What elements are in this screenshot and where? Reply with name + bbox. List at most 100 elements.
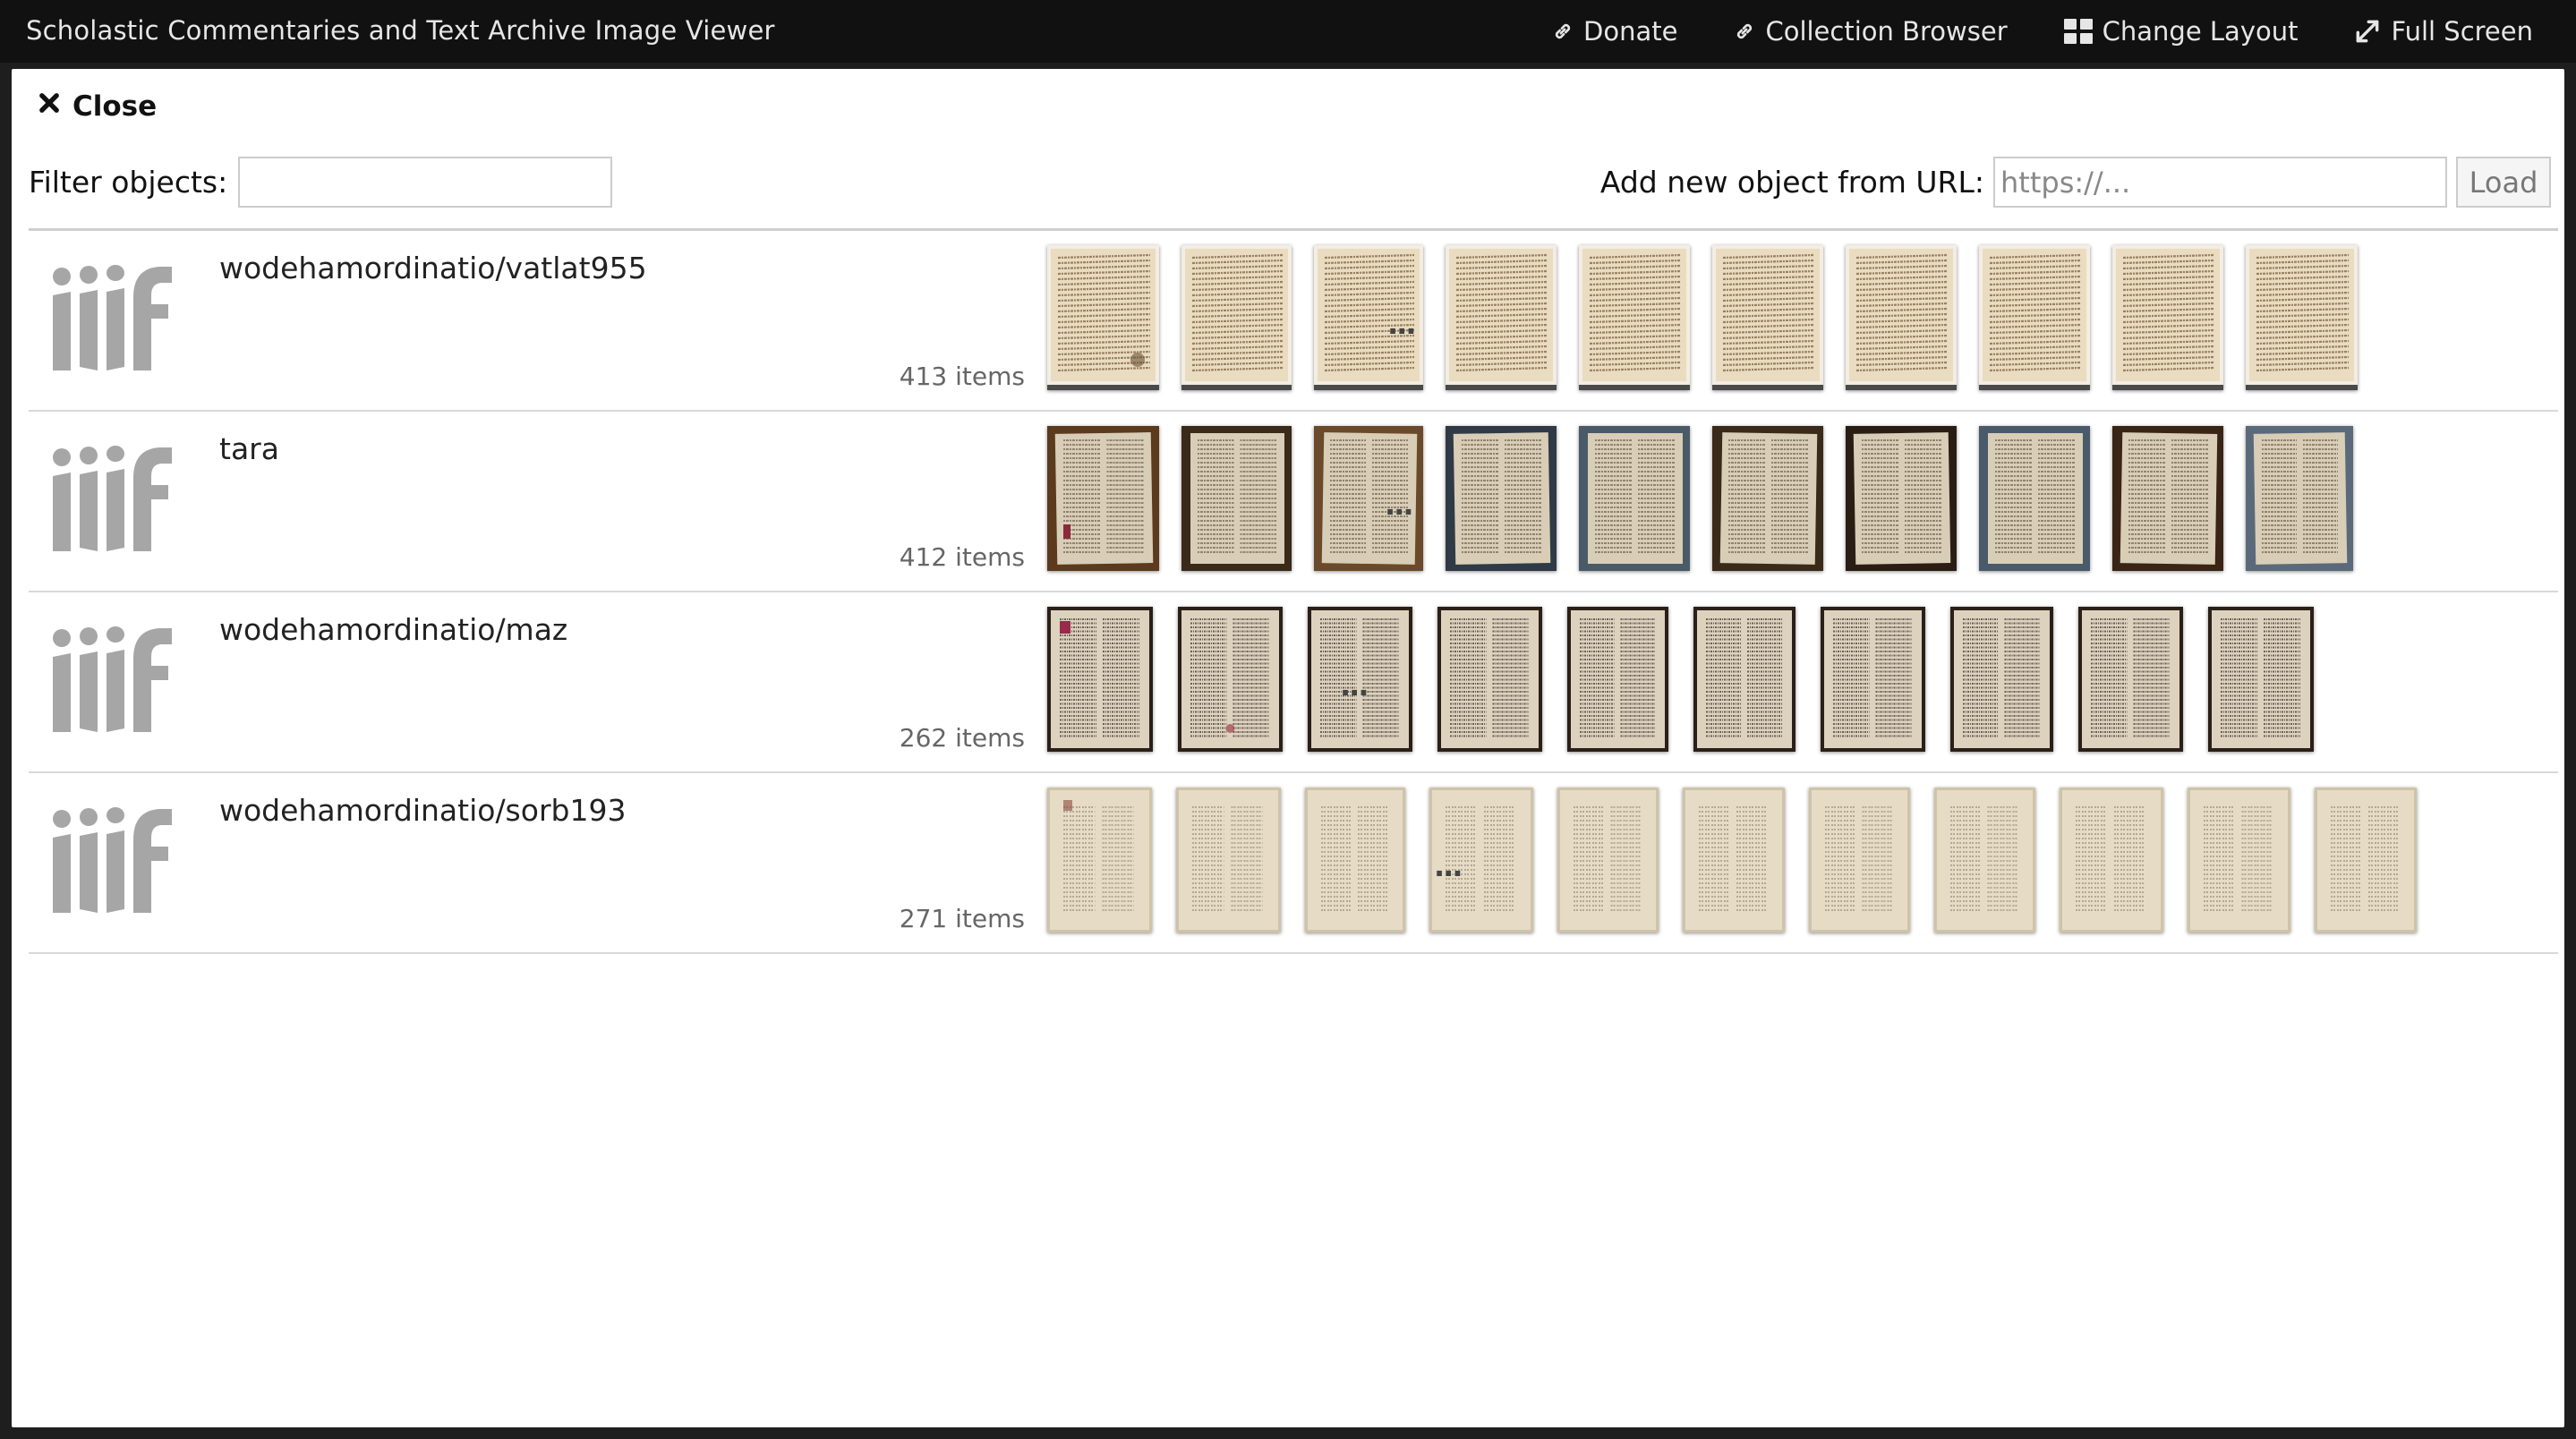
object-name[interactable]: wodehamordinatio/vatlat955 [219,251,647,285]
donate-label: Donate [1583,16,1678,47]
item-count: 413 items [899,362,1025,391]
manuscript-page-image [2112,245,2223,390]
change-layout-button[interactable]: Change Layout [2063,16,2299,47]
object-row[interactable]: wodehamordinatio/sorb193 271 items... [29,773,2558,954]
manuscript-page-image [1314,245,1423,390]
manuscript-page-image [1712,426,1823,571]
page-thumbnail[interactable] [2112,245,2223,390]
manuscript-page-image [1176,788,1281,932]
page-thumbnail[interactable] [2188,788,2290,932]
manuscript-page-image [1979,245,2090,390]
page-thumbnail[interactable] [2315,788,2417,932]
manuscript-page-image [1979,426,2090,571]
page-thumbnail[interactable] [1181,426,1292,571]
page-thumbnail[interactable] [1809,788,1910,932]
page-thumbnail[interactable] [1846,426,1957,571]
page-thumbnail[interactable] [2078,607,2183,752]
expand-icon [2353,17,2382,46]
manuscript-page-image [1047,788,1152,932]
manuscript-page-image [1821,607,1925,752]
manuscript-page-image [1712,245,1823,390]
close-button[interactable]: Close [37,90,157,123]
page-thumbnail[interactable] [2246,245,2358,390]
object-row[interactable]: wodehamordinatio/maz 262 items... [29,592,2558,773]
top-bar: Scholastic Commentaries and Text Archive… [0,0,2576,63]
manuscript-page-image [2246,245,2358,390]
donate-link[interactable]: Donate [1551,16,1677,47]
page-thumbnail[interactable] [1712,426,1823,571]
page-thumbnail[interactable] [1176,788,1281,932]
close-icon [37,90,62,123]
manuscript-page-image [2188,788,2290,932]
iiif-logo-icon [53,807,172,913]
object-row[interactable]: wodehamordinatio/vatlat955 413 items... [29,231,2558,412]
manuscript-page-image [1047,426,1159,571]
manuscript-page-image [2208,607,2314,752]
manuscript-page-image [2315,788,2417,932]
load-button[interactable]: Load [2456,157,2551,208]
manuscript-page-image [2060,788,2163,932]
page-thumbnail[interactable] [1305,788,1405,932]
filter-input[interactable] [238,157,613,208]
page-thumbnail[interactable] [1579,426,1690,571]
app-title: Scholastic Commentaries and Text Archive… [26,15,775,46]
page-thumbnail[interactable] [1446,426,1557,571]
thumbnail-strip [1047,245,2358,390]
page-thumbnail[interactable] [1934,788,2035,932]
page-thumbnail[interactable] [1437,607,1542,752]
page-thumbnail[interactable] [1683,788,1785,932]
close-label: Close [73,90,158,123]
filter-label: Filter objects: [29,165,228,200]
manuscript-page-image [1579,426,1690,571]
manuscript-page-image [1567,607,1668,752]
page-thumbnail[interactable] [1950,607,2053,752]
object-name[interactable]: wodehamordinatio/sorb193 [219,793,627,828]
object-name[interactable]: tara [219,431,279,466]
page-thumbnail[interactable] [1314,245,1423,390]
page-thumbnail[interactable] [1429,788,1533,932]
add-url-row: Add new object from URL: Load [1600,157,2551,208]
change-layout-label: Change Layout [2102,16,2299,47]
page-thumbnail[interactable] [1047,245,1159,390]
page-thumbnail[interactable] [1314,426,1423,571]
object-name[interactable]: wodehamordinatio/maz [219,612,568,647]
page-thumbnail[interactable] [1047,426,1159,571]
page-thumbnail[interactable] [1178,607,1283,752]
more-thumbnails-button[interactable]: ... [1385,488,1414,522]
page-thumbnail[interactable] [2208,607,2314,752]
page-thumbnail[interactable] [1181,245,1292,390]
manuscript-page-image [2078,607,2183,752]
object-row[interactable]: tara 412 items... [29,412,2558,592]
page-thumbnail[interactable] [1579,245,1690,390]
collection-browser-link[interactable]: Collection Browser [1733,16,2008,47]
page-thumbnail[interactable] [1846,245,1957,390]
full-screen-button[interactable]: Full Screen [2353,16,2533,47]
page-thumbnail[interactable] [1979,426,2090,571]
page-thumbnail[interactable] [2246,426,2353,571]
page-thumbnail[interactable] [1979,245,2090,390]
more-thumbnails-button[interactable]: ... [1434,849,1463,883]
more-thumbnails-button[interactable]: ... [1340,668,1369,702]
page-thumbnail[interactable] [1047,788,1152,932]
more-thumbnails-button[interactable]: ... [1387,307,1417,341]
manuscript-page-image [1429,788,1533,932]
manuscript-page-image [1446,245,1557,390]
page-thumbnail[interactable] [1712,245,1823,390]
manuscript-page-image [1557,788,1659,932]
object-browser-panel: Close Filter objects: Add new object fro… [12,69,2564,1427]
manuscript-page-image [1308,607,1412,752]
page-thumbnail[interactable] [2112,426,2223,571]
page-thumbnail[interactable] [1047,607,1153,752]
page-thumbnail[interactable] [2060,788,2163,932]
iiif-logo-icon [53,626,172,732]
page-thumbnail[interactable] [1821,607,1925,752]
page-thumbnail[interactable] [1446,245,1557,390]
manuscript-page-image [1683,788,1785,932]
page-thumbnail[interactable] [1693,607,1796,752]
link-icon [1733,20,1756,43]
iiif-logo-icon [53,446,172,551]
url-input[interactable] [1993,157,2447,208]
page-thumbnail[interactable] [1567,607,1668,752]
page-thumbnail[interactable] [1308,607,1412,752]
page-thumbnail[interactable] [1557,788,1659,932]
